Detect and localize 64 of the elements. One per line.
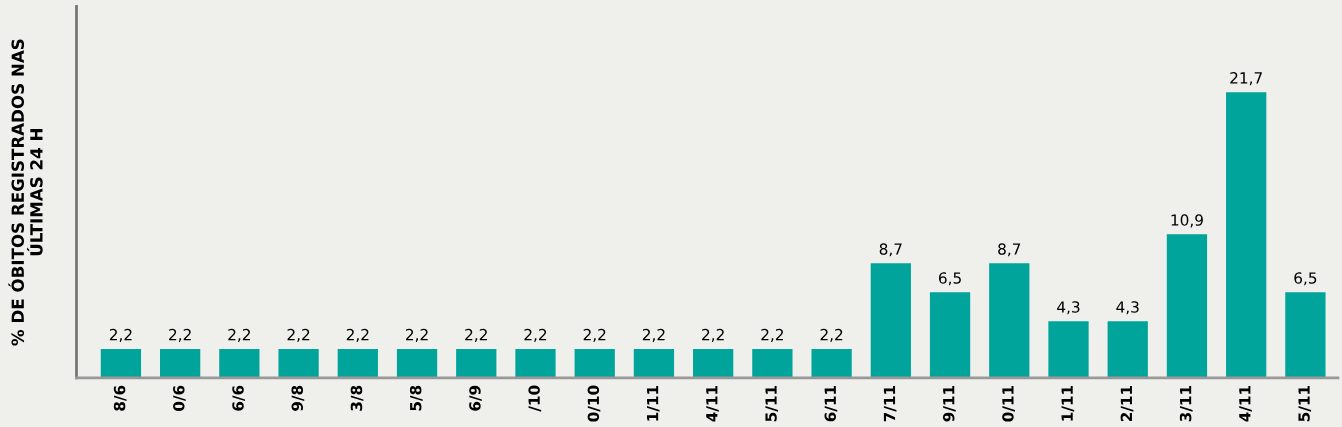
data-label: 6,5 bbox=[938, 272, 961, 286]
data-label: 2,2 bbox=[346, 328, 369, 342]
data-label: 2,2 bbox=[406, 328, 428, 342]
bar bbox=[693, 348, 734, 378]
data-label: 2,2 bbox=[287, 328, 310, 342]
x-tick-label: 0/11 bbox=[1002, 385, 1015, 422]
bar bbox=[100, 348, 142, 378]
bar bbox=[633, 348, 675, 378]
data-label: 2,2 bbox=[169, 328, 191, 342]
data-label: 2,2 bbox=[702, 328, 724, 342]
bar bbox=[219, 348, 260, 378]
data-label: 21,7 bbox=[1230, 72, 1262, 86]
data-label: 2,2 bbox=[642, 328, 665, 342]
x-tick-label: 6/6 bbox=[232, 385, 245, 411]
bar bbox=[1107, 321, 1148, 378]
x-tick-label: 4/11 bbox=[706, 385, 719, 422]
x-tick-label: /10 bbox=[528, 385, 542, 412]
data-label: 2,2 bbox=[583, 328, 606, 342]
x-tick-label: 9/8 bbox=[291, 385, 305, 411]
bar bbox=[811, 348, 852, 378]
x-tick-label: 1/11 bbox=[1061, 385, 1075, 421]
x-tick-label: 6/11 bbox=[824, 385, 838, 422]
bar bbox=[456, 348, 497, 378]
bar bbox=[396, 348, 438, 378]
data-label: 2,2 bbox=[465, 328, 487, 342]
bar bbox=[1285, 292, 1326, 378]
bar bbox=[1048, 321, 1089, 378]
data-label: 2,2 bbox=[228, 328, 250, 342]
x-tick-label: 0/10 bbox=[587, 385, 601, 422]
bar bbox=[337, 348, 378, 378]
x-tick-label: 3/11 bbox=[1179, 385, 1193, 422]
bar bbox=[752, 348, 793, 378]
bar bbox=[515, 348, 556, 378]
data-label: 8,7 bbox=[998, 243, 1021, 257]
x-tick-label: 6/9 bbox=[469, 385, 482, 411]
x-tick-label: 1/11 bbox=[647, 385, 660, 421]
bar bbox=[1226, 92, 1267, 378]
bar bbox=[989, 263, 1030, 378]
data-label: 2,2 bbox=[820, 328, 843, 342]
x-tick-label: 9/11 bbox=[942, 385, 956, 422]
data-label: 10,9 bbox=[1171, 214, 1203, 228]
data-label: 4,3 bbox=[1057, 301, 1080, 315]
data-label: 4,3 bbox=[1116, 301, 1139, 315]
bar bbox=[160, 348, 201, 378]
x-tick-label: 8/6 bbox=[113, 385, 127, 411]
x-tick-label: 5/11 bbox=[1298, 385, 1312, 422]
bar bbox=[574, 348, 615, 378]
data-label: 2,2 bbox=[761, 328, 783, 342]
data-label: 2,2 bbox=[524, 328, 547, 342]
y-axis-title: % DE ÓBITOS REGISTRADOS NAS ÚLTIMAS 24 H bbox=[8, 39, 43, 346]
x-tick-label: 2/11 bbox=[1120, 385, 1134, 422]
data-label: 2,2 bbox=[109, 328, 132, 342]
x-tick-label: 7/11 bbox=[883, 385, 897, 422]
x-tick-label: 4/11 bbox=[1239, 385, 1252, 422]
bar bbox=[278, 348, 319, 378]
x-tick-label: 5/11 bbox=[765, 385, 779, 422]
bar bbox=[929, 292, 971, 378]
bar bbox=[870, 263, 911, 378]
data-label: 8,7 bbox=[879, 243, 902, 257]
x-tick-label: 5/8 bbox=[409, 385, 423, 411]
x-tick-label: 3/8 bbox=[350, 385, 364, 411]
bar bbox=[1166, 234, 1208, 378]
data-label: 6,5 bbox=[1294, 272, 1317, 286]
x-tick-label: 0/6 bbox=[173, 385, 186, 411]
